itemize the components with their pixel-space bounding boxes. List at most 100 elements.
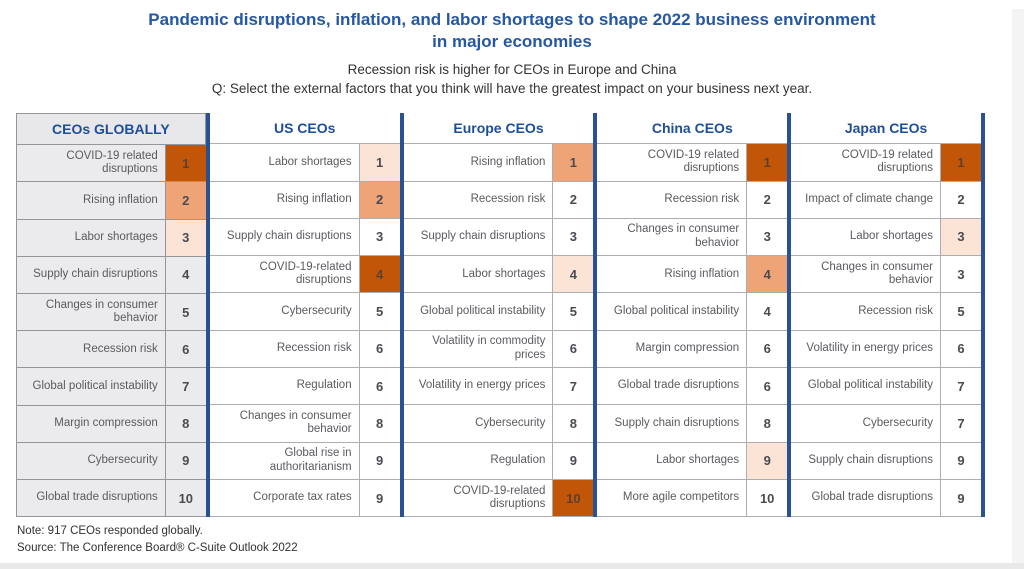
table-row: Supply chain disruptions 4 [16, 256, 206, 295]
factor-label: Global trade disruptions [617, 379, 740, 392]
column-rows: COVID-19 related disruptions 1 Rising infl… [16, 145, 206, 518]
factor-label: Global trade disruptions [36, 491, 158, 504]
rank-cell: 7 [939, 368, 981, 405]
rank-cell: 5 [358, 293, 400, 330]
table-row: Labor shortages 4 [403, 256, 594, 294]
report-figure: Pandemic disruptions, inflation, and lab… [0, 9, 1024, 569]
rank-cell: 1 [552, 144, 594, 181]
rank-cell: 6 [552, 330, 593, 368]
factor-label: Labor shortages [268, 155, 352, 168]
rank-cell: 3 [939, 218, 981, 256]
column-header-japan-ceos: Japan CEOs [791, 113, 981, 145]
factor-label: COVID-19 related disruptions [647, 148, 740, 175]
rank-cell: 9 [939, 442, 981, 479]
column-us-ceos: US CEOs Labor shortages 1 Rising inflation 2… [209, 113, 400, 518]
factor-label: Recession risk [276, 342, 352, 355]
table-row: Regulation 9 [403, 442, 594, 480]
factor-label: Cybersecurity [862, 416, 933, 429]
rank-cell: 1 [164, 145, 206, 182]
factor-label: Recession risk [858, 304, 933, 317]
rank-cell: 2 [358, 181, 400, 218]
factor-label: Changes in consumer behavior [239, 409, 352, 436]
table-row: Volatility in commodity prices 6 [403, 330, 594, 369]
rank-cell: 2 [552, 181, 593, 218]
table-row: Changes in consumer behavior 5 [16, 294, 206, 332]
rank-cell: 10 [164, 480, 206, 517]
factor-label: Global political instability [613, 304, 740, 317]
column-divider [205, 113, 210, 518]
table-row: Global political instability 7 [16, 368, 206, 406]
column-china-ceos: China CEOs COVID-19 related disruptions 1 R… [597, 113, 788, 518]
rank-cell: 4 [164, 256, 206, 294]
rank-cell: 1 [746, 144, 788, 181]
factor-label: Recession risk [664, 192, 740, 205]
table-row: Margin compression 6 [597, 330, 788, 369]
rank-cell: 7 [939, 405, 981, 442]
rank-cell: 6 [746, 330, 787, 368]
table-row: Global rise in authoritarianism 9 [209, 442, 400, 480]
factor-label: Cybersecurity [475, 416, 546, 429]
factor-label: Labor shortages [74, 230, 158, 243]
table-row: Cybersecurity 5 [209, 293, 400, 331]
rank-cell: 3 [164, 219, 206, 256]
survey-question: Q: Select the external factors that you … [211, 81, 813, 97]
table-row: Regulation 6 [209, 368, 400, 406]
factor-label: Rising inflation [83, 193, 158, 206]
column-header-europe-ceos: Europe CEOs [403, 113, 594, 145]
rank-cell: 8 [358, 405, 400, 442]
factor-label: Rising inflation [664, 267, 740, 280]
factor-label: Volatility in commodity prices [432, 335, 546, 361]
table-row: Global political instability 5 [403, 293, 594, 331]
table-row: Global trade disruptions 9 [791, 479, 981, 518]
table-row: Cybersecurity 9 [16, 442, 206, 481]
table-row: Supply chain disruptions 9 [791, 442, 981, 480]
factor-label: Global political instability [807, 379, 933, 392]
column-rows: Labor shortages 1 Rising inflation 2 Supply … [209, 144, 400, 518]
column-divider [980, 113, 985, 518]
factor-label: Cybersecurity [87, 454, 158, 467]
factor-label: Cybersecurity [281, 304, 352, 317]
column-rows: Rising inflation 1 Recession risk 2 Supply c… [403, 144, 594, 518]
factor-label: Supply chain disruptions [614, 416, 740, 429]
rank-cell: 4 [746, 256, 788, 293]
factor-label: Supply chain disruptions [33, 268, 158, 281]
rank-cell: 7 [164, 368, 206, 405]
rank-cell: 9 [358, 442, 400, 479]
table-row: Labor shortages 3 [16, 219, 206, 257]
table-row: Labor shortages 3 [791, 218, 981, 257]
rank-cell: 6 [358, 368, 400, 405]
table-row: Cybersecurity 7 [791, 405, 981, 443]
screen-edge-right [1012, 9, 1024, 569]
rank-cell: 10 [746, 479, 787, 517]
factor-label: Labor shortages [656, 453, 740, 466]
table-row: Changes in consumer behavior 3 [597, 218, 788, 257]
table-row: COVID-19 related disruptions 1 [16, 145, 206, 183]
factor-label: Global political instability [32, 379, 158, 392]
rank-cell: 2 [746, 181, 787, 218]
factor-label: Labor shortages [849, 230, 933, 243]
rank-cell: 8 [552, 405, 593, 442]
factor-label: More agile competitors [622, 491, 740, 504]
factor-label: Global trade disruptions [811, 491, 933, 504]
column-header-us-ceos: US CEOs [209, 113, 400, 145]
figure-note: Note: 917 CEOs responded globally. [17, 525, 203, 538]
table-row: COVID-19 related disruptions 1 [791, 144, 981, 182]
factor-label: Rising inflation [470, 155, 546, 168]
table-row: Volatility in energy prices 7 [403, 368, 594, 406]
table-row: Global trade disruptions 6 [597, 368, 788, 406]
figure-source: Source: The Conference Board® C-Suite Ou… [17, 542, 298, 555]
factor-label: Changes in consumer behavior [45, 298, 158, 325]
rank-cell: 7 [552, 368, 593, 405]
rank-cell: 5 [552, 293, 593, 330]
table-row: Recession risk 2 [403, 181, 594, 219]
table-row: Labor shortages 1 [209, 144, 400, 182]
table-row: Recession risk 6 [209, 330, 400, 369]
table-row: Rising inflation 2 [16, 182, 206, 220]
figure-subtitle: Recession risk is higher for CEOs in Eur… [347, 61, 677, 77]
factor-label: Rising inflation [276, 192, 352, 205]
factor-label: Recession risk [83, 342, 158, 355]
table-row: Cybersecurity 8 [403, 405, 594, 443]
table-row: Recession risk 5 [791, 293, 981, 331]
table-row: Changes in consumer behavior 8 [209, 405, 400, 443]
table-row: Global political instability 7 [791, 368, 981, 406]
